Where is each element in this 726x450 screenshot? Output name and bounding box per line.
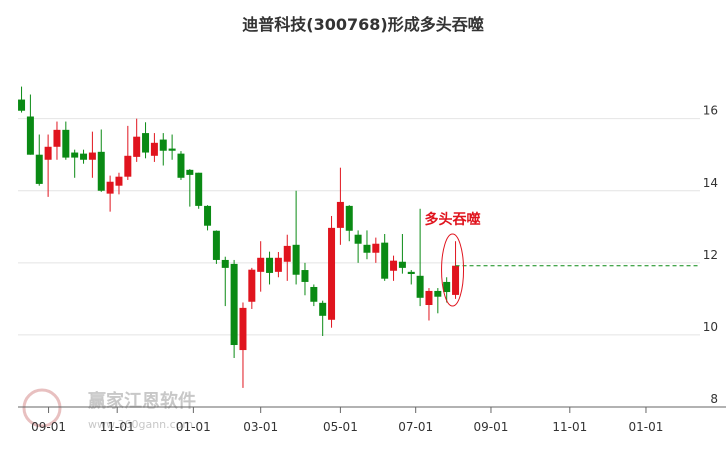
x-tick-label: 01-01 (629, 420, 664, 434)
candle-body (390, 260, 398, 271)
x-tick-label: 11-01 (552, 420, 587, 434)
candle-body (195, 172, 203, 206)
y-tick-label: 10 (703, 320, 718, 334)
candle-body (53, 129, 61, 147)
candle-body (212, 230, 220, 260)
candle-body (168, 148, 176, 151)
candle-body (266, 257, 274, 273)
candle-body (239, 307, 247, 351)
candle-body (354, 234, 362, 244)
candle-body (71, 152, 79, 158)
watermark: 赢家江恩软件 (88, 390, 196, 412)
candle-body (319, 302, 327, 316)
x-tick-label: 07-01 (398, 420, 433, 434)
candle-body (434, 290, 442, 297)
x-tick-label: 01-01 (176, 420, 211, 434)
candle-body (133, 136, 141, 157)
candle-body (106, 181, 114, 194)
y-tick-label: 14 (703, 176, 718, 190)
candle-body (274, 257, 282, 272)
watermark-logo (22, 388, 62, 428)
y-tick-label: 16 (703, 104, 718, 118)
candle-body (398, 261, 406, 268)
x-tick-label: 03-01 (243, 420, 278, 434)
candle-body (18, 99, 26, 111)
candle-body (35, 154, 43, 184)
candle-body (363, 244, 371, 253)
candle-body (115, 176, 123, 186)
candle-body (381, 242, 389, 279)
y-tick-label: 12 (703, 248, 718, 262)
candle-body (230, 263, 238, 346)
candle-body (407, 271, 415, 275)
candle-body (26, 116, 34, 155)
candle-body (177, 153, 185, 178)
candle-body (142, 133, 150, 153)
candle-body (62, 129, 70, 158)
candle-body (80, 153, 88, 160)
candle-body (328, 227, 336, 320)
candle-body (310, 286, 318, 302)
candle-body (416, 275, 424, 298)
candle-body (301, 270, 309, 282)
candle-body (204, 205, 212, 226)
candle-body (248, 269, 256, 302)
candle-body (452, 265, 460, 295)
annotation: 多头吞噬 (425, 211, 481, 228)
candle-body (283, 245, 291, 262)
candle-body (336, 201, 344, 228)
candle-body (292, 244, 300, 275)
y-tick-label: 8 (710, 392, 718, 406)
candle-body (372, 243, 380, 253)
candle-body (443, 281, 451, 293)
candle-body (425, 290, 433, 306)
x-tick-label: 11-01 (100, 420, 135, 434)
watermark-url: www.360gann.com (88, 418, 193, 431)
chart-title: 迪普科技(300768)形成多头吞噬 (242, 15, 483, 34)
candle-body (97, 151, 105, 191)
candle-body (159, 139, 167, 151)
candle-body (88, 152, 96, 160)
x-tick-label: 05-01 (323, 420, 358, 434)
x-tick-label: 09-01 (31, 420, 66, 434)
candle-body (345, 205, 353, 231)
candle-body (44, 146, 52, 160)
candle-body (221, 259, 229, 268)
candle-body (186, 169, 194, 175)
highlight-ellipse (441, 233, 465, 307)
candle-body (257, 257, 265, 272)
x-tick-label: 09-01 (474, 420, 509, 434)
candle-body (150, 142, 158, 156)
candle-body (124, 155, 132, 177)
